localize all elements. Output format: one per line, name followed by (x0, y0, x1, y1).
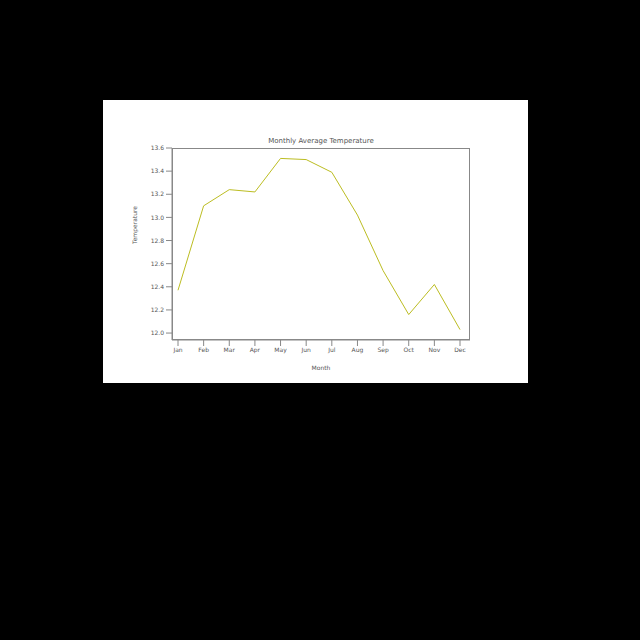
svg-text:12.6: 12.6 (151, 260, 165, 267)
svg-text:Feb: Feb (198, 346, 209, 353)
svg-text:Jul: Jul (327, 346, 336, 354)
svg-text:12.2: 12.2 (151, 306, 165, 313)
svg-text:Month: Month (312, 364, 331, 371)
svg-text:Apr: Apr (250, 346, 261, 354)
svg-text:Sep: Sep (377, 346, 389, 354)
svg-text:12.0: 12.0 (151, 329, 165, 336)
svg-text:Dec: Dec (454, 346, 466, 353)
svg-text:Jan: Jan (172, 346, 182, 354)
svg-text:12.8: 12.8 (151, 237, 165, 244)
svg-text:Aug: Aug (352, 346, 364, 354)
svg-text:Jun: Jun (300, 346, 311, 354)
svg-text:12.4: 12.4 (151, 283, 165, 290)
svg-text:13.6: 13.6 (151, 144, 165, 151)
svg-text:Temperature: Temperature (131, 206, 139, 245)
svg-text:13.2: 13.2 (151, 190, 165, 197)
svg-text:Nov: Nov (429, 346, 441, 353)
svg-text:Mar: Mar (224, 346, 236, 353)
svg-text:13.0: 13.0 (151, 214, 165, 221)
svg-text:13.4: 13.4 (151, 167, 165, 174)
svg-text:Oct: Oct (404, 346, 415, 353)
html-text:Monthly Average Temperature: Monthly Average Temperature (268, 137, 374, 145)
svg-text:May: May (274, 346, 287, 354)
